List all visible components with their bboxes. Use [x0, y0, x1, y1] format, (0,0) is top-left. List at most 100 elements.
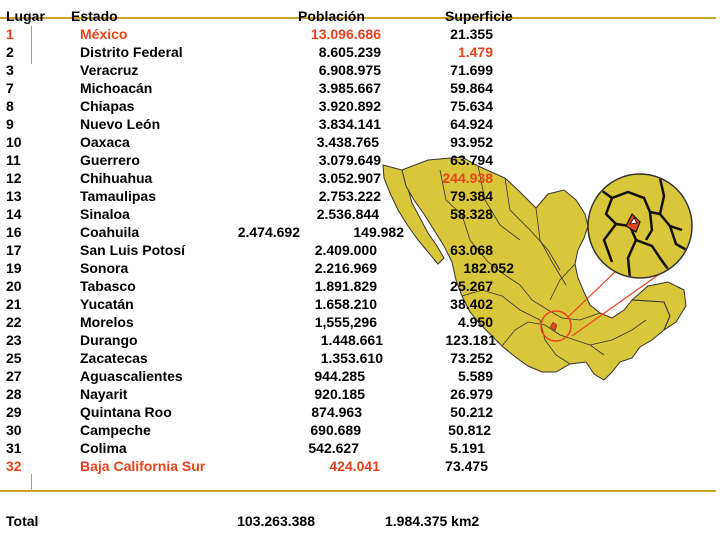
yucatan-shape: [630, 281, 687, 332]
row-poblacion: 424.041: [329, 458, 380, 474]
row-lugar: 23: [6, 332, 22, 348]
row-lugar: 13: [6, 188, 22, 204]
left-accent-line-bottom: [31, 474, 32, 490]
row-lugar: 7: [6, 80, 14, 96]
row-poblacion: 920.185: [314, 386, 365, 402]
row-poblacion: 1.448.661: [320, 332, 383, 348]
row-poblacion: 3.052.907: [318, 170, 381, 186]
row-poblacion: 3.438.765: [316, 134, 379, 150]
row-poblacion: 874.963: [311, 404, 362, 420]
total-superficie: 1.984.375 km2: [385, 513, 480, 529]
row-lugar: 29: [6, 404, 22, 420]
row-estado: Sinaloa: [80, 206, 130, 222]
row-poblacion: 2.216.969: [314, 260, 377, 276]
state-borders: [439, 165, 647, 365]
row-estado: Nuevo León: [80, 116, 161, 132]
header-poblacion: Población: [298, 8, 365, 24]
left-accent-line: [31, 26, 32, 64]
highlight-marker: [549, 321, 558, 332]
row-poblacion: 3.079.649: [318, 152, 381, 168]
row-superficie: 73.475: [445, 458, 488, 474]
row-lugar: 10: [6, 134, 22, 150]
row-lugar: 30: [6, 422, 22, 438]
row-estado: Chiapas: [80, 98, 135, 114]
row-lugar: 17: [6, 242, 22, 258]
row-estado: Zacatecas: [80, 350, 148, 366]
row-lugar: 9: [6, 116, 14, 132]
row-superficie: 5.191: [449, 440, 485, 456]
row-lugar: 3: [6, 62, 14, 78]
row-estado: Oaxaca: [80, 134, 130, 150]
row-lugar: 11: [6, 152, 21, 168]
row-poblacion: 1.658.210: [314, 296, 377, 312]
row-poblacion: 542.627: [308, 440, 359, 456]
row-lugar: 16: [6, 224, 22, 240]
row-superficie: 244.938: [442, 170, 493, 186]
row-estado: Aguascalientes: [80, 368, 183, 384]
row-estado: Chihuahua: [80, 170, 153, 186]
row-estado: Veracruz: [80, 62, 139, 78]
row-estado: México: [80, 26, 128, 42]
row-superficie: 75.634: [450, 98, 493, 114]
row-superficie: 123.181: [445, 332, 496, 348]
mainland-mexico-shape: [401, 156, 671, 381]
row-superficie: 5.589: [457, 368, 493, 384]
row-lugar: 31: [6, 440, 22, 456]
row-poblacion: 3.920.892: [318, 98, 381, 114]
row-poblacion: 2.536.844: [316, 206, 379, 222]
row-estado: Campeche: [80, 422, 151, 438]
row-lugar: 8: [6, 98, 14, 114]
row-poblacion: 8.605.239: [318, 44, 381, 60]
row-poblacion: 2.409.000: [314, 242, 377, 258]
row-lugar: 14: [6, 206, 22, 222]
row-lugar: 28: [6, 386, 22, 402]
baja-california-shape: [382, 164, 445, 265]
row-poblacion: 3.834.141: [318, 116, 381, 132]
row-estado: San Luis Potosí: [80, 242, 186, 258]
bottom-rule: [0, 490, 716, 492]
zoom-inset-circle: [587, 173, 693, 279]
row-superficie: 58.328: [450, 206, 493, 222]
row-lugar: 2: [6, 44, 14, 60]
row-superficie: 64.924: [450, 116, 493, 132]
row-superficie: 50.812: [448, 422, 491, 438]
header-lugar: Lugar: [6, 8, 45, 24]
row-poblacion: 1,555,296: [314, 314, 377, 330]
row-superficie: 71.699: [450, 62, 493, 78]
row-superficie: 182.052: [463, 260, 514, 276]
row-estado: Michoacán: [80, 80, 153, 96]
row-estado: Distrito Federal: [80, 44, 183, 60]
row-estado: Coahuila: [80, 224, 140, 240]
row-superficie: 93.952: [450, 134, 493, 150]
header-superficie: Superficie: [445, 8, 513, 24]
row-estado: Guerrero: [80, 152, 140, 168]
row-poblacion: 1.891.829: [314, 278, 377, 294]
row-poblacion: 3.985.667: [318, 80, 381, 96]
row-superficie: 38.402: [450, 296, 493, 312]
row-poblacion: 690.689: [310, 422, 361, 438]
row-superficie: 4.950: [457, 314, 493, 330]
row-superficie: 73.252: [450, 350, 493, 366]
row-lugar: 20: [6, 278, 22, 294]
row-superficie: 63.068: [450, 242, 493, 258]
row-poblacion: 944.285: [314, 368, 365, 384]
row-lugar: 12: [6, 170, 22, 186]
row-estado: Quintana Roo: [80, 404, 172, 420]
row-lugar: 25: [6, 350, 22, 366]
row-superficie: 1.479: [457, 44, 493, 60]
row-estado: Baja California Sur: [80, 458, 206, 474]
row-poblacion: 6.908.975: [318, 62, 381, 78]
row-poblacion: 2.474.692: [237, 224, 300, 240]
row-superficie: 25.267: [450, 278, 493, 294]
header-estado: Estado: [71, 8, 118, 24]
highlight-circle: [540, 310, 572, 342]
row-lugar: 27: [6, 368, 22, 384]
row-estado: Yucatán: [80, 296, 134, 312]
row-estado: Colima: [80, 440, 127, 456]
row-poblacion: 13.096.686: [310, 26, 381, 42]
row-estado: Sonora: [80, 260, 129, 276]
row-lugar: 21: [6, 296, 22, 312]
row-superficie: 63.794: [450, 152, 493, 168]
row-superficie: 50.212: [450, 404, 493, 420]
